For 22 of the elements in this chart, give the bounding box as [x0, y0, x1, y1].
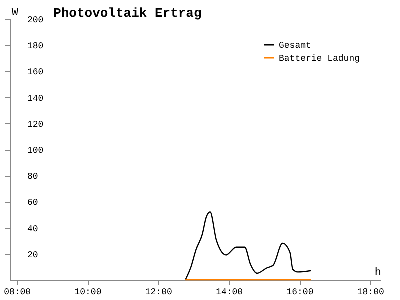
y-tick-label: 80: [28, 172, 38, 182]
legend-label: Batterie Ladung: [279, 54, 360, 64]
y-tick-label: 20: [28, 250, 38, 260]
y-tick-label: 120: [28, 120, 44, 130]
x-axis-title: h: [374, 268, 382, 280]
y-tick-label: 180: [28, 42, 44, 52]
x-tick-label: 10:00: [74, 288, 102, 298]
x-tick-label: 12:00: [145, 288, 172, 298]
x-tick-label: 18:00: [357, 288, 384, 298]
x-tick-label: 16:00: [286, 288, 314, 298]
y-tick-label: 160: [28, 68, 44, 78]
y-tick-label: 140: [28, 94, 44, 104]
x-tick-label: 08:00: [4, 288, 32, 298]
y-tick-label: 60: [28, 198, 38, 208]
chart-title: Photovoltaik Ertrag: [54, 6, 202, 21]
legend-label: Gesamt: [279, 41, 312, 51]
y-tick-label: 200: [28, 16, 44, 26]
y-tick-label: 40: [28, 224, 38, 234]
y-axis-title: W: [12, 8, 19, 20]
line-series: [185, 212, 312, 281]
x-tick-label: 14:00: [216, 288, 244, 298]
y-tick-label: 100: [28, 146, 44, 156]
